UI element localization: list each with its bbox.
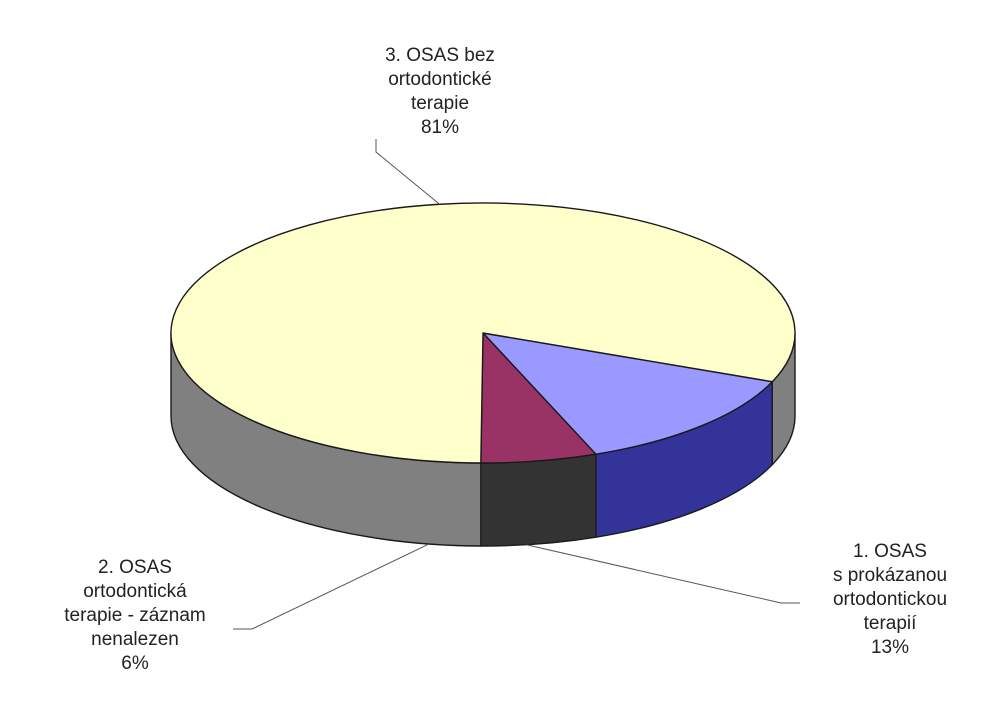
slice-label-line: ortodontické [388,69,492,90]
slice-label-line: 3. OSAS bez [385,45,495,66]
slice-label-osas-s-prokazanou-terapii: 1. OSAS s prokázanou ortodontickou terap… [790,540,990,660]
slice-label-line: 1. OSAS [853,541,927,562]
slice-label-line: terapie [410,93,470,114]
leader-line-3-osas-bez-ortodonticke-terapie [375,139,440,205]
slice-label-line: terapií [863,613,917,634]
slice-label-line: nenalezen [91,629,179,650]
slice-label-line: ortodontickou [832,589,948,610]
pie-side-2-osas-ortodonticka-terapie-zaznam-nenalezen [480,453,597,547]
slice-label-osas-bez-ortodonticke-terapie: 3. OSAS bez ortodontické terapie 81% [330,44,550,140]
pie-tops [170,202,796,464]
slice-percent: 81% [420,117,460,138]
slice-percent: 6% [121,653,149,674]
slice-label-line: terapie - záznam [64,605,206,626]
leader-line-1-osas-s-prokazanou-ortodontickou-terapii [526,544,800,604]
slice-label-osas-zaznam-nenalezen: 2. OSAS ortodontická terapie - záznam ne… [30,556,240,676]
leader-line-2-osas-ortodonticka-terapie-zaznam-nenalezen [233,543,430,630]
slice-label-line: s prokázanou [832,565,948,586]
slice-label-line: ortodontická [83,581,187,602]
slice-percent: 13% [870,637,910,658]
pie-slice-3-osas-bez-ortodonticke-terapie [170,202,796,464]
pie-slice-1-osas-s-prokazanou-ortodontickou-terapii [482,332,773,455]
leader-lines [233,139,800,630]
slice-label-line: 2. OSAS [98,557,172,578]
